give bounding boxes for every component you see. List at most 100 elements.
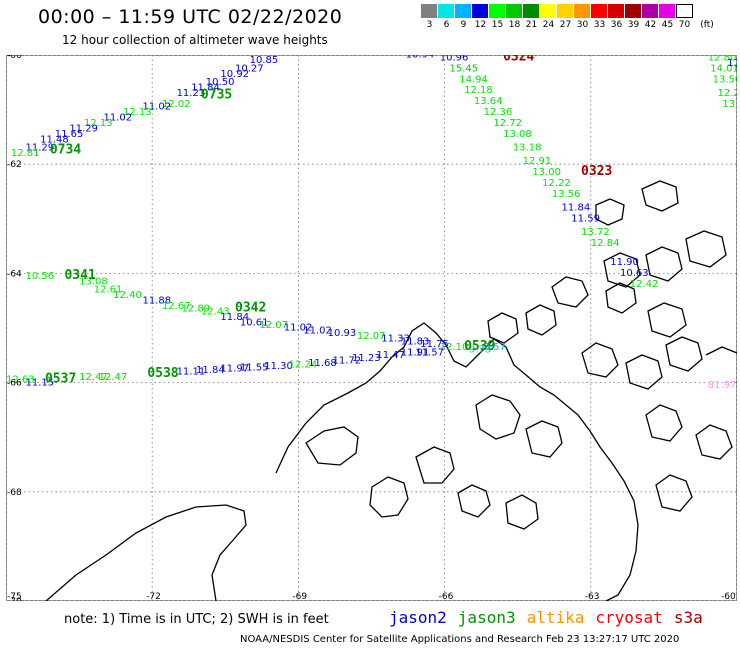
wave-height-value: 13.50 <box>713 74 737 85</box>
wave-height-value: 12.43 <box>201 306 230 317</box>
graticule <box>6 55 737 601</box>
wave-height-value: 10.93 <box>328 328 357 339</box>
lon-label: -60 <box>721 592 736 601</box>
legend-bin-label: 3 <box>426 20 433 30</box>
wave-height-value: 11.84 <box>196 365 225 376</box>
wave-height-value: 11.02 <box>303 325 332 336</box>
wave-height-value: 11.57 <box>415 347 444 358</box>
legend-swatches <box>421 4 693 18</box>
wave-height-value: 11.83 <box>401 336 430 347</box>
pass-time-label: 0734 <box>50 142 81 157</box>
legend-swatch <box>608 4 625 18</box>
wave-height-value: 11.90 <box>727 58 737 69</box>
lon-label: -63 <box>585 592 600 601</box>
wave-height-value: 12.07 <box>259 320 288 331</box>
lat-label: -60 <box>7 55 22 61</box>
wave-height-value: 11.02 <box>142 102 171 113</box>
wave-height-value: 12.63 <box>6 375 35 386</box>
legend-bin-label: 15 <box>491 20 504 30</box>
wave-height-value: 11.68 <box>308 358 337 369</box>
wave-height-value: 11.88 <box>142 295 171 306</box>
wave-height-value: 13.08 <box>79 276 108 287</box>
wave-height-value: 12.84 <box>591 238 620 249</box>
wave-height-value: 12.91 <box>523 156 552 167</box>
pass-time-label: 0537 <box>45 372 76 387</box>
legend-bin-label: 45 <box>661 20 674 30</box>
wave-height-value: 11.02 <box>103 113 132 124</box>
wave-height-value: 13.00 <box>532 167 561 178</box>
wave-height-value: 9.73 <box>469 345 491 356</box>
pass-time-label: D14 <box>727 55 737 56</box>
lon-label: -72 <box>146 592 161 601</box>
wave-height-value: 10.94 <box>406 55 435 61</box>
satellite-name: s3a <box>673 608 703 627</box>
wave-height-value: 11.84 <box>562 203 591 214</box>
lon-label: -75 <box>7 592 22 601</box>
legend-bin-label: 18 <box>508 20 521 30</box>
legend-swatch <box>506 4 523 18</box>
wave-height-value: 13.30 <box>722 99 737 110</box>
wave-height-value: 11.23 <box>177 88 206 99</box>
wave-height-value: 10.61 <box>240 317 269 328</box>
observations-layer: 10.3610.8510.2710.9210.5011.8411.2312.02… <box>6 55 737 391</box>
wave-height-value: 11.65 <box>55 129 84 140</box>
pass-time-label: 0323 <box>581 164 612 179</box>
legend-swatch <box>489 4 506 18</box>
legend-bin-label: 30 <box>576 20 589 30</box>
map-subtitle: 12 hour collection of altimeter wave hei… <box>62 33 328 47</box>
legend-bin-label: 39 <box>627 20 640 30</box>
wave-height-value: 12.42 <box>630 279 659 290</box>
altimeter-map: 10.3610.8510.2710.9210.5011.8411.2312.02… <box>6 55 737 601</box>
wave-height-value: 12.67 <box>162 301 191 312</box>
wave-height-value: 12.18 <box>464 85 493 96</box>
lon-label: -66 <box>439 592 454 601</box>
lat-label: -68 <box>7 488 22 498</box>
legend-swatch <box>455 4 472 18</box>
wave-height-value: 11.48 <box>40 134 69 145</box>
wave-height-value: 12.10 <box>440 342 469 353</box>
legend-swatch <box>557 4 574 18</box>
legend-unit: (ft) <box>700 20 714 30</box>
wave-height-value: 10.27 <box>235 63 264 74</box>
legend-bin-label: 70 <box>678 20 691 30</box>
wave-height-value: 12.36 <box>484 107 513 118</box>
legend-swatch <box>421 4 438 18</box>
pass-times-layer: 0735 0734 1124 0324 0323 D14 0341 0342 0539 0538 0… <box>45 55 737 387</box>
wave-height-value: 81.97 <box>708 380 737 391</box>
legend-bin-label: 6 <box>443 20 450 30</box>
legend-swatch <box>625 4 642 18</box>
wave-height-value: 12.47 <box>99 372 128 383</box>
wave-height-value: 11.72 <box>333 355 362 366</box>
latitude-labels: -60 -62 -64 -66 -68 -70 <box>7 55 22 601</box>
wave-height-value: 12.72 <box>493 118 522 129</box>
wave-height-value: 12.81 <box>11 148 40 159</box>
wave-height-value: 15.45 <box>449 63 478 74</box>
wave-height-value: 10.92 <box>220 69 249 80</box>
wave-height-value: 11.75 <box>420 339 449 350</box>
wave-height-value: 11.33 <box>381 334 410 345</box>
wave-height-value: 11.29 <box>69 123 98 134</box>
pass-time-label: 0324 <box>503 55 534 64</box>
wave-height-value: 13.56 <box>552 189 581 200</box>
wave-height-value: 10.36 <box>264 55 293 58</box>
legend-bin-label: 9 <box>460 20 467 30</box>
wave-height-value: 11.90 <box>610 257 639 268</box>
map-title: 00:00 – 11:59 UTC 02/22/2020 <box>38 6 343 28</box>
satellite-name: altika <box>526 608 585 627</box>
wave-height-value: 11.55 <box>240 363 269 374</box>
pass-time-label: 0735 <box>201 88 232 103</box>
pass-time-label: 0539 <box>464 339 495 354</box>
wave-height-value: 12.13 <box>123 107 152 118</box>
wave-height-value: 11.47 <box>376 350 405 361</box>
legend-swatch <box>523 4 540 18</box>
lat-label: -70 <box>7 597 22 601</box>
legend-swatch <box>659 4 676 18</box>
wave-height-value: 12.13 <box>84 118 113 129</box>
legend-bin-label: 36 <box>610 20 623 30</box>
wave-height-value: 14.94 <box>459 74 488 85</box>
wave-height-value: 11.23 <box>352 353 381 364</box>
satellite-name: cryosat <box>595 608 663 627</box>
wave-height-value: 12.80 <box>708 55 737 63</box>
wave-height-value: 11.29 <box>25 143 54 154</box>
wave-height-value: 12.61 <box>94 285 123 296</box>
